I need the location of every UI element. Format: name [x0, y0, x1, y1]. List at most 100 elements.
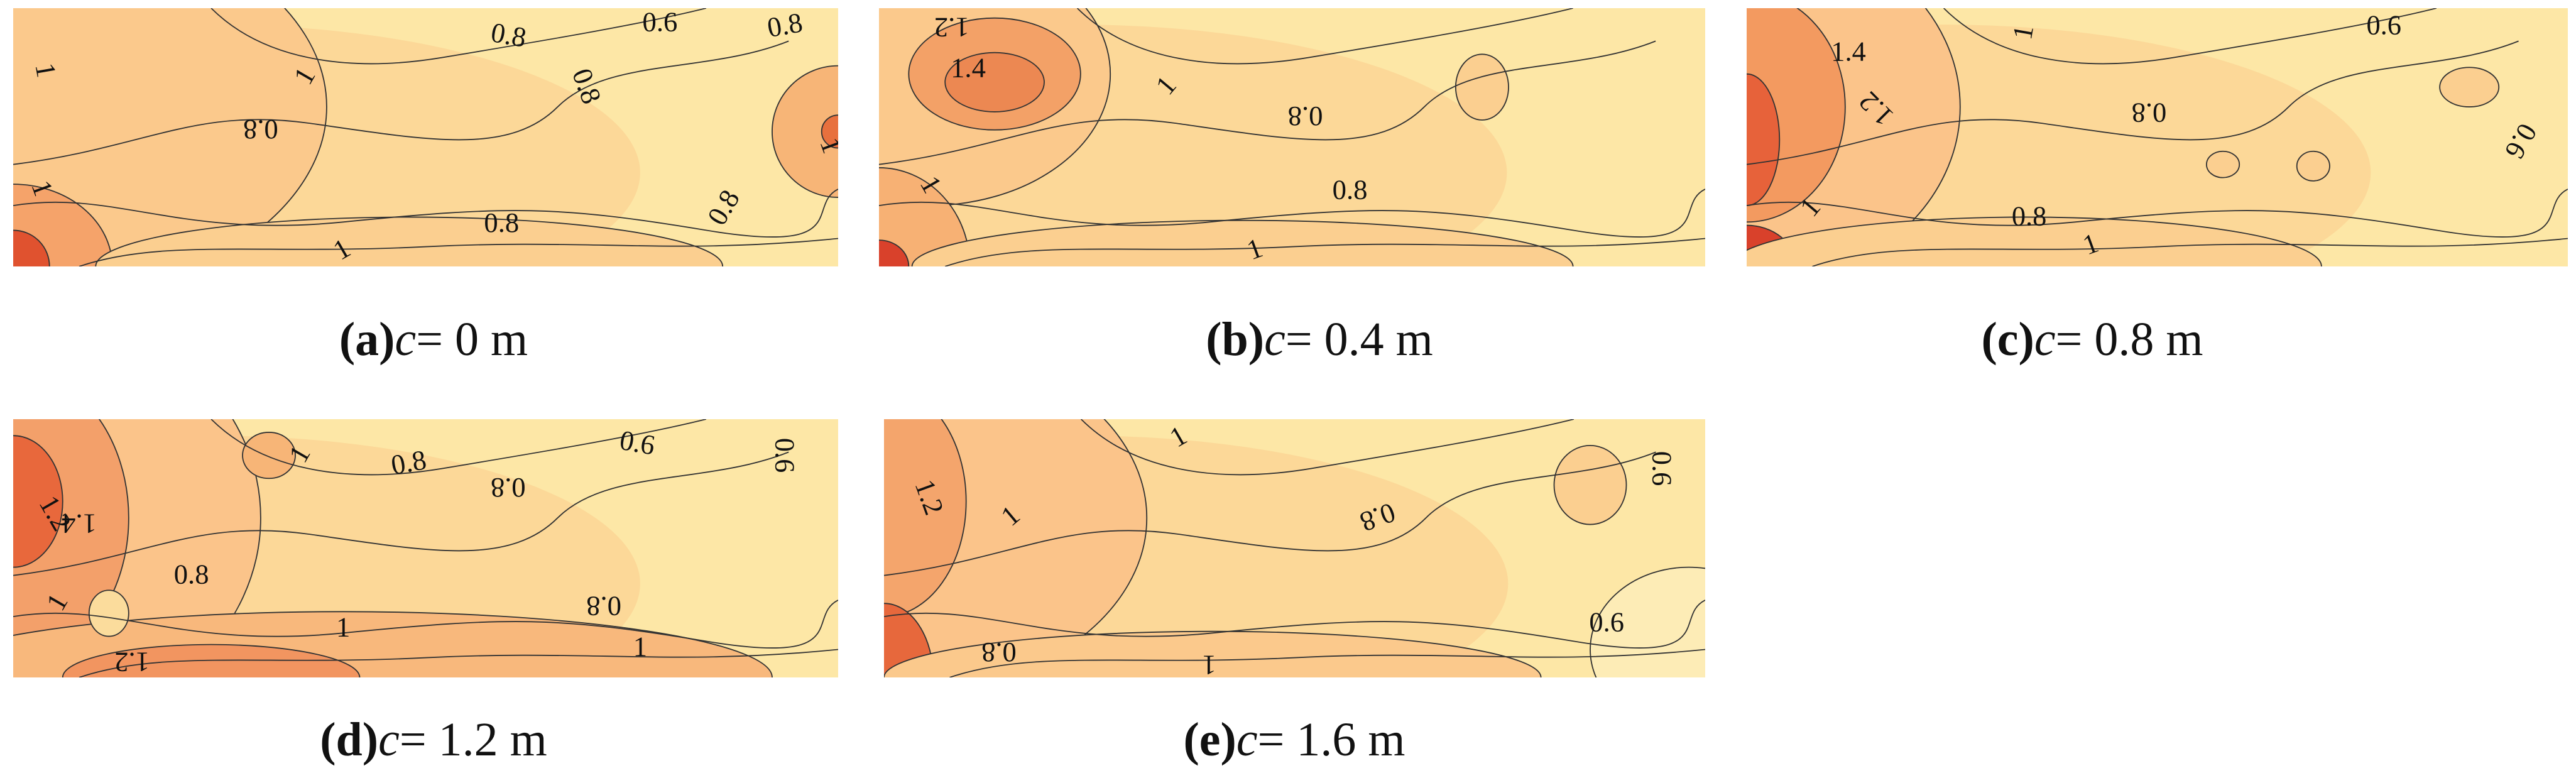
contour-line: [13, 419, 129, 667]
contour-line: [1845, 8, 1961, 266]
contour-line: [1590, 566, 1705, 677]
contour-label: 1.4: [62, 508, 97, 540]
contour-label-group: 0.8: [389, 444, 429, 481]
contour-line: [13, 40, 789, 165]
contour-line: [879, 40, 1656, 165]
field-region: [821, 115, 838, 148]
caption-letter: (a): [339, 313, 395, 366]
contour-line: [1747, 216, 2322, 266]
caption-letter: (d): [320, 713, 378, 766]
field-region: [1747, 217, 2322, 266]
contour-line: [13, 600, 838, 649]
contour-line: [1747, 8, 1846, 223]
contour-line: [1454, 53, 1509, 121]
contour-label-group: 1: [328, 232, 356, 266]
contour-label-group: 1.4: [1831, 35, 1866, 67]
contour-label-group: 1: [282, 440, 317, 468]
caption-variable: c: [2034, 313, 2056, 366]
contour-label: 0.6: [2366, 9, 2401, 41]
contour-line: [884, 600, 1705, 649]
contour-label: 0.8: [1333, 174, 1368, 205]
contour-line: [1747, 40, 2519, 165]
contour-line: [242, 432, 296, 479]
caption: (b)c= 0.4 m: [1206, 313, 1433, 366]
contour-label: 1.2: [934, 12, 969, 43]
contour-label: 1: [336, 611, 350, 642]
contour-label-group: 0.8: [491, 473, 526, 504]
contour-line: [884, 630, 1542, 677]
contour-line: [884, 419, 967, 618]
contour-line: [13, 189, 838, 238]
contour-line: [196, 8, 327, 266]
contour-line: [944, 52, 1045, 112]
contour-label: 1: [1202, 650, 1216, 681]
contour-line: [177, 419, 261, 677]
field-region: [1554, 445, 1627, 525]
caption-value: = 1.2 m: [400, 713, 547, 766]
contour-label-group: 1: [1794, 192, 1827, 222]
contour-line: [1553, 444, 1627, 525]
field-region: [13, 230, 50, 266]
contour-line: [2439, 67, 2500, 107]
contour-label-group: 1: [25, 176, 60, 200]
caption: (e)c= 1.6 m: [1183, 713, 1405, 766]
contour-label: 0.6: [642, 6, 677, 37]
contour-label: 0.8: [1288, 101, 1323, 132]
contour-line: [908, 17, 1081, 131]
caption-value: = 0 m: [416, 313, 528, 366]
contour-label: 0.6: [618, 424, 658, 461]
contour-label-group: 0.8: [1288, 101, 1323, 132]
contour-label-group: 0.6: [1647, 451, 1678, 486]
field-region: [772, 65, 838, 198]
contour-line: [2206, 150, 2240, 178]
contour-label-group: 0.8: [2012, 200, 2047, 231]
field-region: [62, 644, 360, 677]
contour-line: [210, 8, 707, 65]
contour-panel: 10.80.61.2 10.80.61: [884, 419, 1705, 681]
field-region: [96, 217, 723, 266]
contour-line: [1076, 8, 1573, 65]
contour-line: [13, 451, 789, 576]
contour-line: [879, 189, 1705, 238]
contour-label-group: 1.2: [114, 647, 150, 678]
field-region: [2296, 151, 2330, 181]
caption-variable: c: [395, 313, 416, 366]
contour-label: 0.6: [769, 438, 800, 473]
field-region: [2440, 67, 2499, 107]
contour-line: [2296, 150, 2330, 182]
contour-label: 0.8: [2012, 200, 2047, 231]
contour-label-group: 1: [1164, 419, 1192, 453]
caption-value: = 1.6 m: [1258, 713, 1405, 766]
contour-label-group: 0.8: [484, 207, 519, 238]
contour-label-group: 1: [336, 611, 350, 642]
contour-line: [1747, 73, 1781, 207]
contour-line: [1081, 419, 1575, 476]
contour-label: 1.4: [951, 52, 986, 84]
contour-label: 0.8: [586, 591, 621, 622]
contour-label-group: 0.6: [769, 438, 800, 473]
contour-label-group: 0.6: [1589, 606, 1624, 637]
caption-letter: (e): [1183, 713, 1236, 766]
contour-label-group: 0.8: [586, 591, 621, 622]
contour-label: 0.8: [765, 6, 805, 43]
contour-label-group: 0.8: [981, 637, 1017, 668]
contour-label-group: 0.8: [174, 559, 209, 590]
field-region: [1747, 74, 1780, 206]
contour-line: [1747, 189, 2568, 238]
contour-panel: 10.8 0.6 0.80.810.810.80.811: [13, 6, 838, 266]
contour-label-group: 1: [29, 60, 62, 80]
contour-label-group: 1: [814, 133, 838, 157]
contour-line: [884, 451, 1656, 576]
contour-label: 1.4: [1831, 35, 1866, 67]
field-region: [243, 432, 296, 479]
field-region: [884, 419, 966, 617]
contour-label-group: 1.2: [934, 12, 969, 43]
field-region: [879, 167, 970, 266]
field-region: [13, 436, 63, 567]
contour-label-group: 0.8: [2132, 97, 2167, 129]
caption-value: = 0.4 m: [1285, 313, 1433, 366]
caption: (c)c= 0.8 m: [1981, 313, 2203, 366]
contour-label-group: 1: [287, 62, 322, 89]
contour-label: 1.2: [114, 647, 150, 678]
